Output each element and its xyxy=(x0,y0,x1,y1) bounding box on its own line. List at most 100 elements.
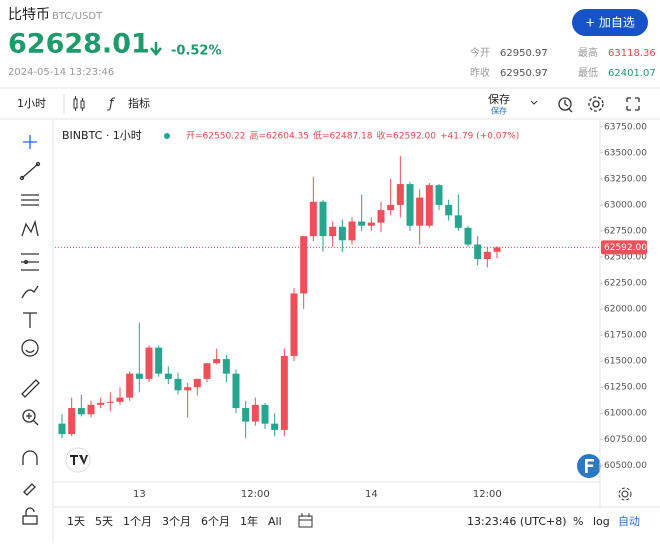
candle-body xyxy=(232,373,240,409)
log-toggle[interactable]: log xyxy=(593,515,610,528)
last-price-tag xyxy=(601,240,647,255)
datetime: 2024-05-14 13:23:46 xyxy=(8,67,114,78)
legend-field: +41.79 (+0.07%) xyxy=(440,132,519,142)
candle-body xyxy=(454,215,462,228)
stat-value: 62950.97 xyxy=(500,68,548,79)
candle-body xyxy=(319,201,327,237)
calendar-icon[interactable] xyxy=(298,513,313,528)
candle-body xyxy=(396,184,404,205)
candle-body xyxy=(87,404,95,415)
candle-body xyxy=(271,423,279,430)
candle-body xyxy=(193,378,201,388)
candle-body xyxy=(348,221,356,241)
stats: 今开 62950.97 最高 63118.36 昨收 62950.97 最低 6… xyxy=(470,46,656,79)
y-tick-label: 62750.00 xyxy=(604,226,647,236)
f-badge xyxy=(577,454,601,478)
last-price-label: 62592.00 xyxy=(604,243,647,253)
legend-field: 开=62550.22 xyxy=(186,131,246,142)
percent-toggle[interactable]: % xyxy=(573,515,583,528)
legend-dot xyxy=(164,133,170,139)
candle-body xyxy=(387,204,395,211)
candle-body xyxy=(367,222,375,226)
tv-logo xyxy=(65,447,91,473)
y-tick-label: 63750.00 xyxy=(604,122,647,132)
down-arrow xyxy=(150,42,162,56)
interval-button[interactable]: 1小时 xyxy=(17,97,46,110)
y-tick-label: 63250.00 xyxy=(604,174,647,184)
candle-type-icon[interactable] xyxy=(73,96,85,111)
auto-toggle[interactable]: 自动 xyxy=(618,515,640,528)
candle-body xyxy=(483,251,491,260)
candle-body xyxy=(290,293,298,356)
indicators-button[interactable]: 指标 xyxy=(128,96,150,110)
stat-value: 62401.07 xyxy=(608,68,656,79)
range-button[interactable]: All xyxy=(268,515,282,528)
range-button[interactable]: 3个月 xyxy=(162,515,191,528)
x-tick-label: 13 xyxy=(133,489,146,500)
save-status: 保存 xyxy=(491,106,507,116)
candle-body xyxy=(329,226,337,237)
candle-body xyxy=(464,227,472,245)
candle-body xyxy=(164,373,172,379)
candle-body xyxy=(300,236,308,294)
candle-body xyxy=(406,184,414,226)
fx-icon[interactable]: ƒ xyxy=(106,97,116,112)
candle-body xyxy=(58,423,66,435)
range-button[interactable]: 1天 xyxy=(67,515,85,528)
candle-body xyxy=(222,359,230,374)
drawing-tools[interactable] xyxy=(19,135,41,525)
candle-body xyxy=(145,347,153,379)
range-button[interactable]: 1年 xyxy=(240,514,258,528)
candle-body xyxy=(155,347,163,374)
stat-label: 今开 xyxy=(470,46,490,59)
legend-field: 低=62487.18 xyxy=(313,130,373,142)
save-chevron[interactable] xyxy=(530,100,538,105)
stat-label: 最高 xyxy=(578,46,598,59)
y-tick-label: 62500.00 xyxy=(604,252,647,262)
coin-symbol: BTC/USDT xyxy=(52,11,103,22)
stat-label: 最低 xyxy=(578,66,598,79)
legend-field: 收=62592.00 xyxy=(377,130,437,142)
y-tick-label: 63500.00 xyxy=(604,148,647,158)
candle-body xyxy=(97,402,105,405)
y-tick-label: 63000.00 xyxy=(604,200,647,210)
y-tick-label: 61250.00 xyxy=(604,383,647,393)
candle-body xyxy=(106,401,114,403)
candle-body xyxy=(309,201,317,237)
candle-body xyxy=(213,359,221,364)
y-tick-label: 62250.00 xyxy=(604,279,647,289)
candle-body xyxy=(174,378,182,391)
y-tick-label: 60750.00 xyxy=(604,435,647,445)
price-change: -0.52% xyxy=(171,44,222,59)
candle-body xyxy=(251,404,259,422)
candle-body xyxy=(493,247,501,252)
range-button[interactable]: 1个月 xyxy=(123,515,152,528)
add-watch-button[interactable] xyxy=(572,9,648,36)
candle-body xyxy=(116,397,124,402)
top-icons[interactable] xyxy=(558,96,640,113)
candle-body xyxy=(338,226,346,241)
y-tick-label: 61000.00 xyxy=(604,409,647,419)
candle-body xyxy=(126,373,134,398)
x-tick-label: 12:00 xyxy=(473,489,502,500)
candle-body xyxy=(77,408,85,415)
settings-icon[interactable] xyxy=(618,487,632,501)
price: 62628.01 xyxy=(8,29,150,60)
stat-label: 昨收 xyxy=(470,66,490,79)
candle-body xyxy=(445,204,453,216)
candle-body xyxy=(474,244,482,260)
x-tick-label: 12:00 xyxy=(241,489,270,500)
range-button[interactable]: 5天 xyxy=(95,515,113,528)
candle-body xyxy=(242,408,250,422)
candle-body xyxy=(203,363,211,379)
y-tick-label: 61500.00 xyxy=(604,357,647,367)
save-button[interactable]: 保存 xyxy=(488,92,510,106)
candle-body xyxy=(416,197,424,226)
stat-value: 63118.36 xyxy=(608,48,656,59)
range-button[interactable]: 6个月 xyxy=(201,515,230,528)
candle-body xyxy=(135,373,143,379)
coin-name: 比特币 xyxy=(8,7,50,23)
y-tick-label: 62000.00 xyxy=(604,305,647,315)
